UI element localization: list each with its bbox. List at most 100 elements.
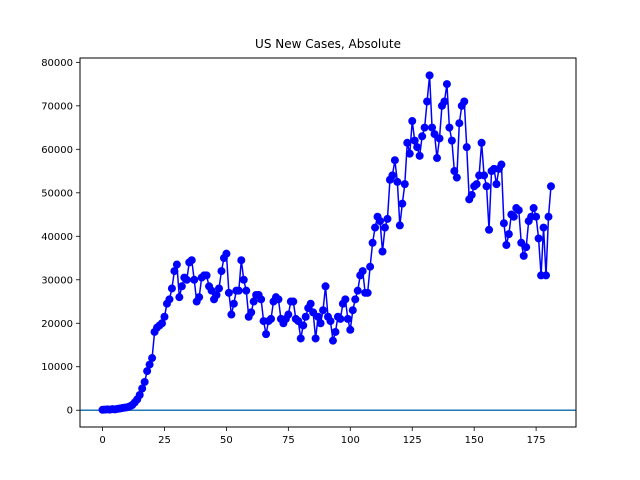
data-point (519, 251, 528, 260)
y-tick-label: 0 (67, 406, 73, 417)
data-point (529, 204, 538, 213)
data-point (363, 288, 372, 297)
data-point (341, 295, 350, 304)
data-point (301, 312, 310, 321)
data-point (418, 132, 427, 141)
data-point (376, 217, 385, 226)
data-point (390, 156, 399, 165)
data-point (224, 288, 233, 297)
data-layer (80, 71, 576, 414)
data-point (423, 97, 432, 106)
x-tick-label: 75 (282, 435, 295, 446)
data-point (485, 225, 494, 234)
data-point (143, 367, 152, 376)
data-point (331, 327, 340, 336)
y-tick-label: 30000 (41, 275, 73, 286)
data-point (202, 271, 211, 280)
data-point (353, 286, 362, 295)
data-point (403, 138, 412, 147)
x-tick-label: 0 (99, 435, 105, 446)
data-point (539, 223, 548, 232)
data-point (140, 377, 149, 386)
data-point (440, 97, 449, 106)
data-point (267, 314, 276, 323)
x-tick-label: 150 (465, 435, 484, 446)
data-point (482, 182, 491, 191)
data-point (514, 206, 523, 215)
data-point (217, 267, 226, 276)
data-point (165, 295, 174, 304)
data-point (148, 354, 157, 363)
data-point (346, 325, 355, 334)
data-point (450, 167, 459, 176)
data-point (234, 286, 243, 295)
data-point (158, 319, 167, 328)
x-tick-label: 125 (403, 435, 422, 446)
data-point (410, 136, 419, 145)
data-point (214, 284, 223, 293)
x-tick-label: 100 (341, 435, 360, 446)
data-point (351, 295, 360, 304)
data-point (398, 199, 407, 208)
data-point (534, 234, 543, 243)
data-point (299, 321, 308, 330)
data-point (532, 212, 541, 221)
data-point (400, 180, 409, 189)
data-point (413, 143, 422, 152)
data-point (182, 275, 191, 284)
data-point (366, 262, 375, 271)
data-point (368, 238, 377, 247)
data-point (321, 282, 330, 291)
data-point (247, 308, 256, 317)
data-point (504, 230, 513, 239)
data-point (395, 221, 404, 230)
data-point (408, 117, 417, 126)
y-tick-label: 70000 (41, 101, 73, 112)
y-tick-label: 80000 (41, 58, 73, 69)
data-point (546, 182, 555, 191)
data-point (249, 297, 258, 306)
data-point (289, 297, 298, 306)
data-point (316, 319, 325, 328)
data-point (229, 299, 238, 308)
data-point (170, 267, 179, 276)
data-point (542, 271, 551, 280)
data-point (190, 275, 199, 284)
data-point (480, 171, 489, 180)
data-point (314, 312, 323, 321)
data-point (467, 190, 476, 199)
y-tick-label: 40000 (41, 232, 73, 243)
data-point (160, 312, 169, 321)
data-point (405, 149, 414, 158)
data-point (138, 384, 147, 393)
data-point (502, 240, 511, 249)
data-point (477, 138, 486, 147)
data-point (172, 260, 181, 269)
data-point (420, 123, 429, 132)
data-point (455, 119, 464, 128)
data-point (326, 317, 335, 326)
data-point (383, 214, 392, 223)
data-point (358, 267, 367, 276)
data-point (274, 295, 283, 304)
data-point (319, 306, 328, 315)
axis-layer: 0 25 50 75 100 125 150 175 0 10000 20000 30000 40000… (41, 57, 577, 446)
x-tick-label: 25 (158, 435, 171, 446)
data-point (306, 299, 315, 308)
data-point (499, 219, 508, 228)
data-point (348, 306, 357, 315)
data-point (284, 310, 293, 319)
data-point (371, 223, 380, 232)
data-point (445, 123, 454, 132)
data-point (435, 134, 444, 143)
data-point (227, 310, 236, 319)
data-point (311, 334, 320, 343)
data-point (296, 334, 305, 343)
y-tick-label: 60000 (41, 145, 73, 156)
data-point (177, 282, 186, 291)
data-point (145, 360, 154, 369)
data-point (239, 275, 248, 284)
data-point (428, 123, 437, 132)
data-point (257, 295, 266, 304)
